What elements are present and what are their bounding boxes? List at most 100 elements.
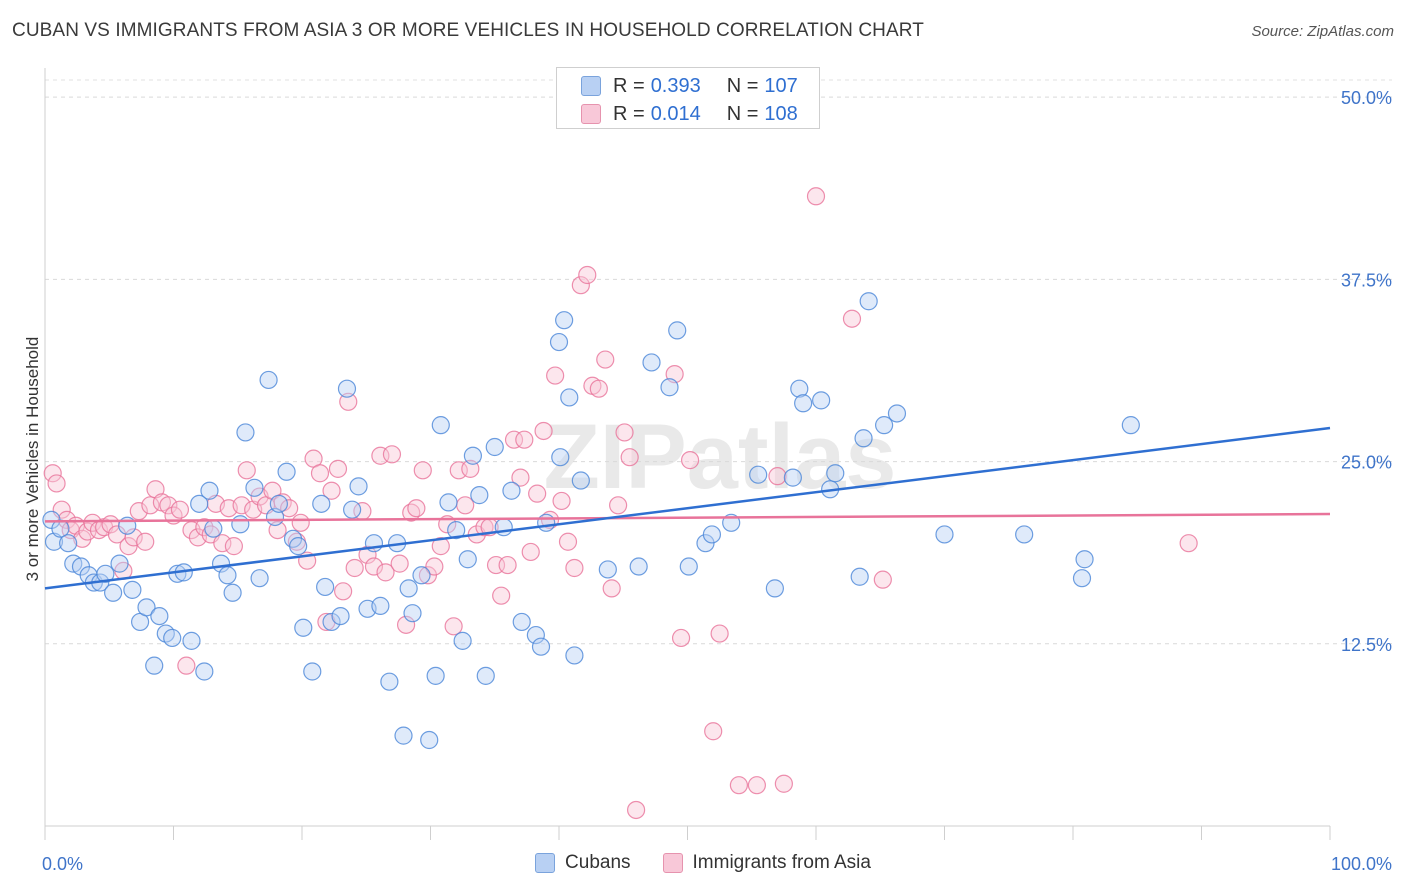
cuban-point — [854, 429, 873, 448]
asia-point — [232, 496, 251, 515]
legend-item-asia: Immigrants from Asia — [662, 852, 871, 874]
legend-label-asia: Immigrants from Asia — [692, 852, 871, 873]
cuban-point — [629, 557, 648, 576]
asia-point — [626, 800, 646, 820]
asia-point — [119, 537, 138, 556]
cuban-point — [303, 662, 322, 681]
cuban-point — [470, 486, 489, 505]
cuban-point — [790, 379, 809, 398]
asia-point — [806, 187, 826, 206]
asia-point — [602, 579, 621, 598]
asia-point — [195, 518, 214, 537]
asia-trend-line — [44, 512, 1331, 523]
cuban-point — [343, 500, 362, 519]
asia-point — [237, 461, 256, 480]
cuban-point — [236, 423, 255, 442]
cuban-point — [394, 726, 413, 745]
cuban-point — [337, 379, 357, 398]
chart-title: CUBAN VS IMMIGRANTS FROM ASIA 3 OR MORE … — [12, 20, 924, 41]
cuban-point — [812, 391, 831, 410]
asia-point — [747, 776, 766, 795]
trend-lines — [44, 426, 1331, 590]
cuban-point — [1015, 525, 1034, 544]
cuban-point — [679, 557, 698, 576]
stats-legend: R = 0.393 N = 107 R = 0.014 N = 108 — [556, 67, 820, 129]
watermark: ZIPatlas — [544, 406, 897, 508]
asia-point — [310, 464, 330, 483]
asia-point — [334, 582, 353, 601]
cuban-point — [660, 378, 679, 397]
series-legend: Cubans Immigrants from Asia — [0, 852, 1406, 874]
cuban-point — [598, 560, 617, 579]
cuban-point — [1075, 550, 1094, 569]
cuban-point — [485, 437, 504, 457]
cuban-point — [96, 564, 115, 583]
cuban-point — [218, 566, 237, 585]
asia-point — [492, 586, 511, 605]
legend-item-cubans: Cubans — [535, 852, 631, 874]
asia-point — [774, 774, 793, 793]
cuban-point — [463, 446, 483, 465]
asia-point — [382, 445, 402, 464]
y-tick-label: 25.0% — [1341, 453, 1392, 473]
asia-point — [47, 474, 66, 493]
cuban-point — [403, 604, 422, 623]
cuban-point — [447, 520, 466, 540]
asia-point — [339, 392, 358, 411]
cuban-point — [277, 462, 296, 481]
cuban-point — [145, 656, 164, 675]
cuban-point — [1121, 416, 1140, 435]
cuban-point — [110, 554, 129, 573]
cuban-point — [380, 672, 399, 691]
asia-point — [78, 522, 97, 541]
cuban-point — [259, 370, 278, 390]
asia-point — [444, 617, 463, 636]
n-value: 108 — [764, 102, 798, 125]
cuban-point — [642, 353, 661, 372]
cuban-point — [431, 416, 450, 435]
legend-row-asia: R = 0.014 N = 108 — [581, 101, 798, 127]
asia-point — [291, 513, 310, 532]
cuban-point — [412, 566, 431, 585]
axes — [44, 68, 1331, 840]
cuban-point — [223, 583, 242, 602]
asia-point — [371, 446, 390, 465]
r-value: 0.014 — [650, 102, 701, 125]
cuban-point — [123, 580, 142, 599]
asia-point — [546, 366, 565, 385]
cuban-point — [322, 612, 341, 632]
n-label: N = — [726, 102, 759, 125]
asia-point — [364, 557, 384, 576]
asia-point — [680, 451, 700, 470]
asia-point — [43, 464, 62, 483]
asia-point — [431, 537, 450, 556]
cuban-point — [458, 550, 477, 569]
cuban-point — [312, 494, 331, 513]
cuban-point — [668, 321, 687, 340]
cuban-point — [104, 583, 123, 602]
cuban-point — [765, 579, 784, 598]
cuban-point — [531, 637, 551, 656]
cuban-point — [1072, 569, 1092, 588]
asia-swatch — [581, 104, 601, 124]
cuban-point — [182, 631, 201, 650]
asia-point — [376, 563, 395, 582]
cuban-point — [231, 515, 250, 534]
r-value: 0.393 — [650, 74, 701, 97]
cuban-point — [289, 537, 308, 556]
r-label: R = — [613, 74, 645, 97]
cuban-point — [850, 567, 869, 586]
cuban-point — [702, 525, 722, 544]
cuban-point — [783, 468, 802, 487]
y-tick-label: 50.0% — [1341, 88, 1392, 108]
cubans-swatch — [535, 853, 556, 873]
asia-point — [425, 557, 444, 576]
cuban-point — [349, 477, 368, 496]
asia-point — [596, 350, 615, 369]
asia-swatch — [662, 853, 683, 873]
asia-point — [413, 461, 432, 480]
cuban-point — [59, 534, 78, 553]
n-label: N = — [726, 74, 759, 97]
y-tick-label: 37.5% — [1341, 270, 1392, 290]
cuban-point — [163, 628, 182, 648]
